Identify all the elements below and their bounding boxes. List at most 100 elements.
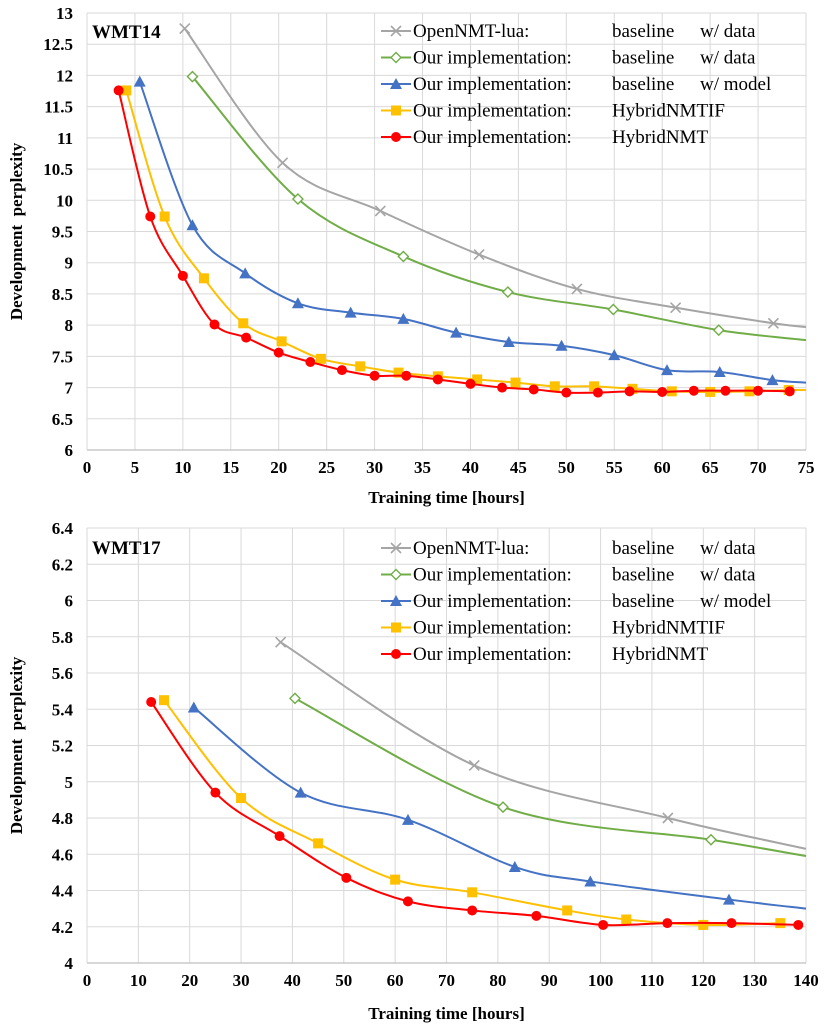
x-tick-label: 45	[510, 458, 527, 477]
data-point	[465, 378, 476, 389]
data-point	[473, 249, 485, 261]
data-point	[273, 347, 284, 358]
y-tick-label: 8.5	[52, 285, 73, 304]
y-tick-label: 4.2	[52, 918, 73, 937]
series-wmt17-0	[275, 636, 807, 850]
data-point	[508, 860, 521, 872]
legend-extra: w/ data	[700, 21, 756, 42]
legend-config: baseline	[612, 538, 674, 559]
legend-label: OpenNMT-lua:	[413, 21, 529, 42]
legend-extra: w/ model	[700, 591, 771, 612]
y-tick-label: 5.2	[52, 737, 73, 756]
data-point	[277, 157, 289, 169]
y-tick-label: 5.6	[52, 664, 73, 683]
x-tick-label: 0	[83, 971, 92, 990]
x-tick-label: 130	[742, 971, 768, 990]
legend-label: Our implementation:	[413, 74, 572, 95]
legend-label: Our implementation:	[413, 48, 572, 69]
legend-marker	[390, 51, 402, 64]
data-point	[241, 332, 252, 343]
data-point	[571, 283, 583, 295]
data-point	[210, 787, 221, 798]
legend-entry: OpenNMT-lua: baseline w/ data	[381, 538, 756, 559]
panel-wmt17: 4 4.2 4.4 4.6 4.8 5 5.2 5.4 5.6 5.8 6 6.2 6.4 0 10 20 30…	[7, 519, 819, 1023]
data-point	[209, 319, 220, 330]
series-wmt17-4	[146, 697, 804, 930]
data-point	[531, 910, 542, 921]
data-point	[393, 367, 404, 378]
data-point	[315, 353, 326, 364]
x-tick-label: 55	[606, 458, 623, 477]
y-tick-label: 6.5	[52, 410, 73, 429]
data-point	[660, 364, 673, 376]
legend: OpenNMT-lua: baseline w/ data Our implement…	[381, 538, 771, 665]
y-tick-label: 4	[65, 954, 74, 973]
legend-entry: Our implementation: baseline w/ model	[381, 74, 771, 95]
legend-config: HybridNMT	[612, 644, 708, 665]
panel-wmt14: 6 6.5 7 7.5 8 8.5 9 9.5 10 10.5 11 11.5 12 12.5 13 0 5 10…	[7, 4, 815, 507]
data-point	[722, 893, 735, 905]
x-tick-label: 50	[558, 458, 575, 477]
legend-entry: Our implementation: baseline w/ data	[381, 565, 756, 586]
x-tick-label: 30	[366, 458, 383, 477]
x-tick-label: 100	[588, 971, 614, 990]
legend-entry: Our implementation: HybridNMT	[381, 644, 708, 665]
series-wmt17-2	[187, 701, 807, 910]
legend-extra: w/ data	[700, 48, 756, 69]
legend-label: Our implementation:	[413, 127, 572, 148]
data-point	[775, 918, 786, 929]
data-point	[584, 875, 597, 887]
data-point	[767, 317, 779, 329]
data-point	[766, 374, 779, 386]
x-axis-label: Training time [hours]	[368, 1004, 524, 1023]
data-point	[472, 374, 483, 385]
data-point	[450, 326, 463, 338]
legend-config: HybridNMTIF	[612, 101, 725, 122]
y-axis-label: Development perplexity	[7, 656, 26, 834]
data-point	[239, 267, 252, 279]
legend-entry: Our implementation: baseline w/ data	[381, 48, 756, 69]
data-point	[705, 386, 716, 397]
legend-marker	[390, 568, 402, 581]
x-tick-label: 40	[462, 458, 479, 477]
data-point	[549, 381, 560, 392]
x-tick-label: 60	[654, 458, 671, 477]
data-point	[662, 812, 674, 824]
y-tick-label: 5	[65, 773, 74, 792]
data-point	[133, 75, 146, 87]
data-point	[607, 303, 620, 316]
panel-title: WMT14	[92, 22, 161, 43]
x-tick-label: 25	[318, 458, 335, 477]
legend-config: baseline	[612, 565, 674, 586]
data-point	[510, 377, 521, 388]
data-point	[159, 695, 170, 706]
x-tick-label: 140	[793, 971, 819, 990]
legend-config: baseline	[612, 48, 674, 69]
legend-marker	[390, 542, 402, 554]
data-point	[341, 872, 352, 883]
data-point	[145, 211, 156, 222]
data-point	[561, 387, 572, 398]
y-tick-label: 8	[65, 316, 74, 335]
x-tick-label: 20	[270, 458, 287, 477]
data-point	[187, 701, 200, 713]
data-point	[468, 759, 480, 772]
series-line	[138, 81, 807, 384]
x-tick-label: 10	[130, 971, 147, 990]
legend-config: HybridNMT	[612, 127, 708, 148]
legend-config: baseline	[612, 74, 674, 95]
x-tick-label: 70	[438, 971, 455, 990]
y-tick-label: 6.4	[52, 519, 74, 538]
data-point	[274, 831, 285, 842]
data-point	[276, 336, 287, 347]
x-tick-label: 75	[798, 458, 815, 477]
data-point	[291, 297, 304, 309]
x-tick-label: 120	[691, 971, 717, 990]
data-point	[698, 919, 709, 930]
y-tick-label: 4.4	[52, 882, 74, 901]
data-point	[621, 914, 632, 925]
data-point	[198, 273, 209, 284]
data-point	[337, 365, 348, 376]
data-point	[146, 697, 157, 707]
